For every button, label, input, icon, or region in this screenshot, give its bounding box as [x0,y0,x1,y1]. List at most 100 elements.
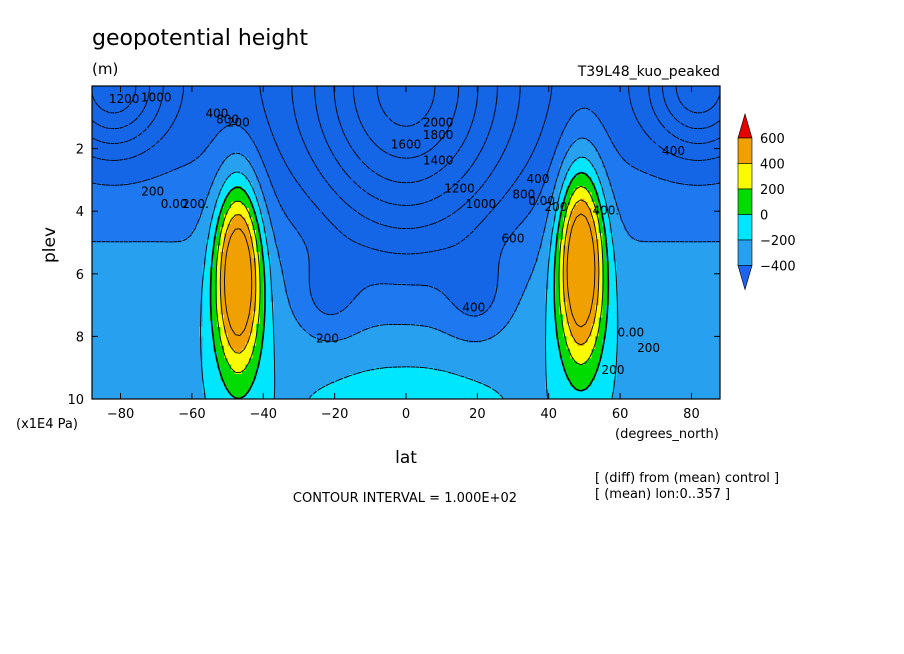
field-cell [434,327,503,331]
field-cell [259,276,264,281]
field-cell [92,179,143,184]
field-cell [616,348,720,353]
field-cell [605,251,614,256]
field-cell [216,283,222,287]
field-cell [563,358,575,363]
field-cell [273,314,296,319]
field-cell [609,280,618,284]
field-cell [595,223,600,228]
field-cell [213,336,222,341]
field-cell [334,380,478,384]
field-cell [266,204,282,209]
field-cell [263,157,553,162]
contour-label: 1000 [466,197,497,211]
field-cell [209,220,218,225]
field-cell [206,198,218,203]
field-cell [202,320,214,325]
field-cell [259,236,268,240]
field-cell [256,330,264,334]
note-diff: [ (diff) from (mean) control ] [595,471,779,486]
field-cell [563,295,600,300]
field-cell [256,233,261,237]
field-cell [209,186,222,190]
field-cell [256,258,261,262]
field-cell [616,286,720,291]
field-cell [548,286,557,291]
field-cell [563,255,600,259]
field-cell [202,295,211,300]
field-cell [598,204,607,209]
field-cell [216,132,250,137]
field-cell [612,242,720,247]
field-cell [220,236,225,240]
field-cell [559,220,564,225]
field-cell [273,364,546,369]
field-cell [348,301,453,306]
field-cell [216,198,225,203]
field-cell [709,183,720,187]
field-cell [609,214,621,219]
field-cell [92,355,204,359]
field-cell [577,186,586,190]
field-cell [591,192,600,197]
field-cell [259,317,264,322]
field-cell [523,217,546,222]
field-cell [259,320,264,325]
field-cell [252,323,257,328]
field-cell [191,161,225,165]
field-cell [259,151,557,156]
field-cell [252,245,257,250]
field-cell [252,383,275,388]
field-cell [220,292,257,297]
field-cell [605,233,614,237]
field-cell [559,289,564,294]
field-cell [563,217,571,222]
field-cell [263,229,275,234]
field-cell [220,283,257,287]
field-cell [241,186,254,190]
field-cell [566,195,571,200]
field-cell [573,161,593,165]
field-cell [566,236,596,240]
field-cell [216,229,222,234]
field-cell [559,261,564,266]
field-cell [259,261,264,266]
field-cell [291,308,321,312]
field-cell [488,308,518,312]
field-cell [616,280,720,284]
field-cell [216,298,222,303]
field-cell [273,383,329,388]
field-cell [498,267,536,272]
field-cell [273,186,543,190]
field-cell [270,273,286,278]
field-cell [266,239,275,244]
field-cell [231,173,247,178]
field-cell [224,355,254,359]
field-cell [602,295,610,300]
field-cell [92,267,204,272]
field-cell [605,195,614,200]
field-cell [92,361,204,366]
field-cell [616,264,720,269]
field-cell [587,157,603,162]
field-cell [598,226,607,231]
field-cell [309,286,368,291]
field-cell [545,183,557,187]
field-cell [234,395,243,399]
field-cell [220,186,236,190]
field-cell [259,348,275,353]
field-cell [270,223,293,228]
field-cell [199,214,214,219]
field-cell [206,395,236,399]
field-cell [92,211,204,215]
field-cell [609,267,618,272]
field-cell [209,273,218,278]
field-cell [220,373,257,378]
field-cell [566,176,575,181]
field-cell [263,276,272,281]
field-cell [270,280,286,284]
field-cell [256,239,261,244]
field-cell [92,264,204,269]
field-cell [224,204,232,209]
field-cell [263,261,272,266]
